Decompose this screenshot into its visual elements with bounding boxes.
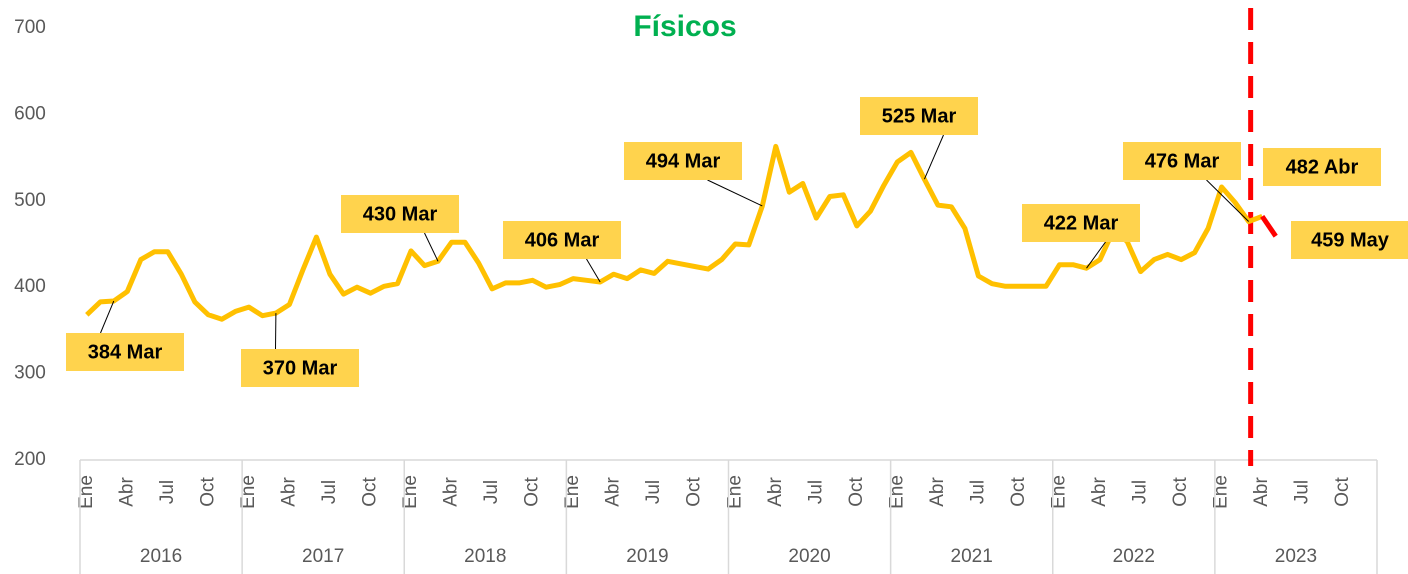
x-tick-label: Abr xyxy=(603,477,624,507)
year-label: 2019 xyxy=(626,546,668,567)
year-label: 2018 xyxy=(464,546,506,567)
data-label: 406 Mar xyxy=(525,229,600,251)
x-tick-label: Oct xyxy=(1332,477,1353,507)
x-tick-label: Jul xyxy=(967,480,988,504)
year-label: 2017 xyxy=(302,546,344,567)
label-box xyxy=(1263,148,1381,186)
data-label: 384 Mar xyxy=(88,341,163,363)
x-tick-label: Jul xyxy=(157,480,178,504)
x-tick-label: Oct xyxy=(197,477,218,507)
x-tick-label: Ene xyxy=(724,475,745,509)
x-tick-label: Oct xyxy=(684,477,705,507)
label-leader xyxy=(1206,179,1250,222)
x-tick-label: Ene xyxy=(886,475,907,509)
year-label: 2022 xyxy=(1113,546,1155,567)
x-tick-label: Ene xyxy=(1049,475,1070,509)
y-tick-label: 400 xyxy=(14,276,46,297)
x-tick-label: Abr xyxy=(116,477,137,507)
x-tick-label: Oct xyxy=(1170,477,1191,507)
x-tick-label: Oct xyxy=(359,477,380,507)
data-label: 482 Abr xyxy=(1286,156,1359,178)
x-tick-label: Jul xyxy=(319,480,340,504)
x-tick-label: Ene xyxy=(562,475,583,509)
data-label: 476 Mar xyxy=(1145,150,1220,172)
x-tick-label: Abr xyxy=(765,477,786,507)
label-box xyxy=(860,97,978,135)
x-tick-label: Ene xyxy=(1211,475,1232,509)
y-tick-label: 300 xyxy=(14,363,46,384)
data-label: 430 Mar xyxy=(363,203,438,225)
year-label: 2021 xyxy=(951,546,993,567)
label-leader xyxy=(424,232,439,262)
x-tick-label: Jul xyxy=(1292,480,1313,504)
year-label: 2023 xyxy=(1275,546,1317,567)
label-leader xyxy=(100,300,115,334)
data-label: 459 May xyxy=(1311,229,1390,251)
x-tick-label: Abr xyxy=(1089,477,1110,507)
label-leader xyxy=(1086,241,1106,269)
label-box xyxy=(624,142,742,180)
x-tick-label: Jul xyxy=(805,480,826,504)
label-box xyxy=(1123,142,1241,180)
label-box xyxy=(66,333,184,371)
x-tick-label: Jul xyxy=(481,480,502,504)
data-label: 422 Mar xyxy=(1044,212,1119,234)
label-leader xyxy=(586,258,601,283)
x-tick-label: Ene xyxy=(76,475,97,509)
y-tick-label: 500 xyxy=(14,190,46,211)
label-box xyxy=(241,349,359,387)
x-tick-label: Abr xyxy=(441,477,462,507)
x-tick-label: Jul xyxy=(643,480,664,504)
x-tick-label: Oct xyxy=(522,477,543,507)
x-tick-label: Abr xyxy=(1251,477,1272,507)
data-label: 494 Mar xyxy=(646,150,721,172)
x-tick-label: Oct xyxy=(846,477,867,507)
series-line xyxy=(1260,214,1278,238)
label-box xyxy=(1022,204,1140,242)
x-tick-label: Ene xyxy=(238,475,259,509)
label-leader xyxy=(707,179,763,207)
y-tick-label: 600 xyxy=(14,103,46,124)
data-label: 525 Mar xyxy=(882,105,957,127)
label-box xyxy=(341,195,459,233)
x-tick-label: Oct xyxy=(1008,477,1029,507)
x-tick-label: Jul xyxy=(1130,480,1151,504)
year-label: 2020 xyxy=(788,546,830,567)
label-leader xyxy=(923,134,944,180)
x-tick-label: Ene xyxy=(400,475,421,509)
y-tick-label: 700 xyxy=(14,17,46,38)
series-line xyxy=(85,143,1264,322)
data-label: 370 Mar xyxy=(263,357,338,379)
label-box xyxy=(1291,221,1408,259)
x-tick-label: Abr xyxy=(278,477,299,507)
year-label: 2016 xyxy=(140,546,182,567)
x-tick-label: Abr xyxy=(927,477,948,507)
chart-title: Físicos xyxy=(633,10,736,43)
y-tick-label: 200 xyxy=(14,449,46,470)
label-box xyxy=(503,221,621,259)
